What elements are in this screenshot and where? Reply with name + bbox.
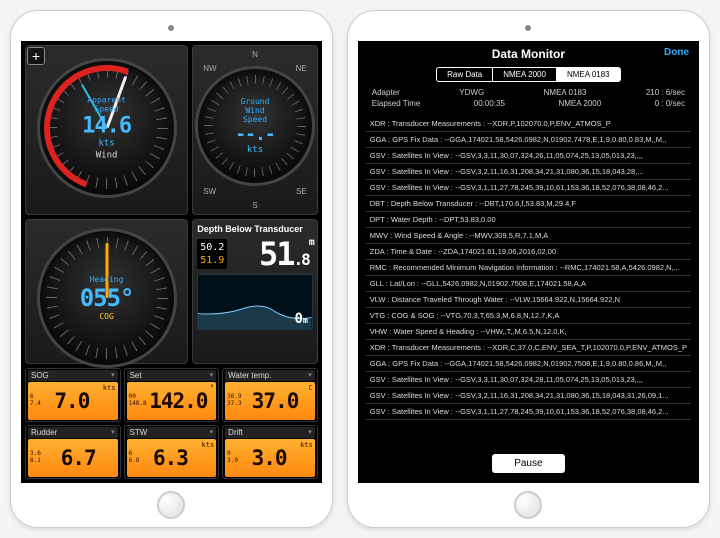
home-button[interactable]: [157, 491, 185, 519]
lcd-sog[interactable]: SOG▾ 67.4 7.0kts: [25, 368, 121, 422]
ground-speed-value: --.-: [235, 124, 274, 145]
data-row: RMC : Recommended Minimum Navigation Inf…: [366, 260, 691, 276]
segment-control: Raw DataNMEA 2000NMEA 0183: [364, 67, 693, 82]
depth-minmax: 50.2 51.9: [197, 239, 227, 269]
data-row: XDR : Transducer Measurements : --XDR,C,…: [366, 340, 691, 356]
sonar-display: 0m: [197, 274, 313, 330]
tablet-left: + Apparent Speed 14.6 kts Wind: [10, 10, 333, 528]
data-row: DPT : Water Depth : --DPT,53.83,0.00: [366, 212, 691, 228]
elapsed-label: Elapsed Time: [372, 99, 420, 108]
ground-wind-label: Ground Wind: [235, 97, 274, 115]
dir-sw: SW: [203, 187, 216, 196]
adapter-label: Adapter: [372, 88, 400, 97]
data-row: GSV : Satellites In View : --GSV,3,2,11,…: [366, 388, 691, 404]
depth-panel[interactable]: Depth Below Transducer 50.2 51.9 51.8m: [192, 219, 318, 364]
nmea0183-label: NMEA 0183: [544, 88, 587, 97]
apparent-wind-gauge[interactable]: Apparent Speed 14.6 kts Wind: [25, 45, 188, 215]
tab-raw-data[interactable]: Raw Data: [436, 67, 493, 82]
heading-label: Heading: [80, 275, 134, 284]
wind-speed-unit: kts: [82, 139, 131, 149]
monitor-title: Data Monitor Done: [364, 47, 693, 61]
lcd-grid: SOG▾ 67.4 7.0ktsSet▾ 00148.8 142.0°Water…: [25, 368, 318, 480]
heading-gauge[interactable]: Heading 055° COG: [25, 219, 188, 364]
dir-s: S: [252, 201, 257, 210]
data-row: ZDA : Time & Date : --ZDA,174021.61,19,0…: [366, 244, 691, 260]
data-row: GLL : Lat/Lon : --GLL,5426.0982,N,01902.…: [366, 276, 691, 292]
home-button[interactable]: [514, 491, 542, 519]
depth-title: Depth Below Transducer: [197, 224, 313, 234]
tab-nmea-0183[interactable]: NMEA 0183: [557, 67, 621, 82]
heading-value: 055°: [80, 284, 134, 312]
dir-ne: NE: [296, 64, 307, 73]
lcd-rudder[interactable]: Rudder▾ 3.68.1 6.7: [25, 425, 121, 479]
lcd-stw[interactable]: STW▾ 66.8 6.3kts: [124, 425, 220, 479]
data-row: GSV : Satellites In View : --GSV,3,3,11,…: [366, 372, 691, 388]
elapsed-value: 00:00:35: [474, 99, 505, 108]
camera-dot: [525, 25, 531, 31]
nmea2000-value: 0 : 0/sec: [655, 99, 685, 108]
done-button[interactable]: Done: [664, 47, 689, 58]
ground-wind-gauge[interactable]: N NW NE W E SW S SE Ground Wind Speed --…: [192, 45, 318, 215]
nmea2000-label: NMEA 2000: [558, 99, 601, 108]
data-row: MWV : Wind Speed & Angle : --MWV,309.5,R…: [366, 228, 691, 244]
depth-max: 51.9: [200, 255, 224, 266]
data-row: GSV : Satellites In View : --GSV,3,1,11,…: [366, 404, 691, 420]
data-row: VLW : Distance Traveled Through Water : …: [366, 292, 691, 308]
data-row: GSV : Satellites In View : --GSV,3,2,11,…: [366, 164, 691, 180]
lcd-set[interactable]: Set▾ 00148.8 142.0°: [124, 368, 220, 422]
ground-speed-unit: kts: [235, 145, 274, 155]
wind-mode-label: Apparent: [82, 96, 131, 105]
depth-min: 50.2: [200, 242, 224, 253]
wind-speed-label: Speed: [82, 105, 131, 114]
dir-nw: NW: [203, 64, 216, 73]
tablet-right: Data Monitor Done Raw DataNMEA 2000NMEA …: [347, 10, 710, 528]
camera-dot: [168, 25, 174, 31]
dir-se: SE: [296, 187, 307, 196]
cog-label: COG: [80, 312, 134, 321]
wind-speed-value: 14.6: [82, 114, 131, 139]
monitor-screen: Data Monitor Done Raw DataNMEA 2000NMEA …: [358, 41, 699, 483]
ground-speed-label: Speed: [235, 115, 274, 124]
data-row: VTG : COG & SOG : --VTG,70.3,T,65.3,M,6.…: [366, 308, 691, 324]
data-row: VHW : Water Speed & Heading : --VHW,,T,,…: [366, 324, 691, 340]
data-rows: XDR : Transducer Measurements : --XDR,P,…: [366, 116, 691, 444]
dashboard-screen: + Apparent Speed 14.6 kts Wind: [21, 41, 322, 483]
data-row: GSV : Satellites In View : --GSV,3,1,11,…: [366, 180, 691, 196]
data-row: GGA : GPS Fix Data : --GGA,174021.58,542…: [366, 356, 691, 372]
pause-button[interactable]: Pause: [492, 454, 564, 473]
data-row: GGA : GPS Fix Data : --GGA,174021.58,542…: [366, 132, 691, 148]
add-panel-button[interactable]: +: [27, 47, 45, 65]
lcd-water-temp-[interactable]: Water temp.▾ 36.937.3 37.0C: [222, 368, 318, 422]
data-row: XDR : Transducer Measurements : --XDR,P,…: [366, 116, 691, 132]
depth-value: 51.8m: [259, 238, 313, 270]
nmea0183-value: 210 : 6/sec: [646, 88, 685, 97]
adapter-value: YDWG: [459, 88, 484, 97]
data-row: DBT : Depth Below Transducer : --DBT,170…: [366, 196, 691, 212]
data-row: GSV : Satellites In View : --GSV,3,3,11,…: [366, 148, 691, 164]
dir-n: N: [252, 50, 258, 59]
tab-nmea-2000[interactable]: NMEA 2000: [493, 67, 557, 82]
wind-label: Wind: [82, 151, 131, 161]
lcd-drift[interactable]: Drift▾ 03.0 3.0kts: [222, 425, 318, 479]
sonar-value: 0m: [295, 311, 308, 327]
